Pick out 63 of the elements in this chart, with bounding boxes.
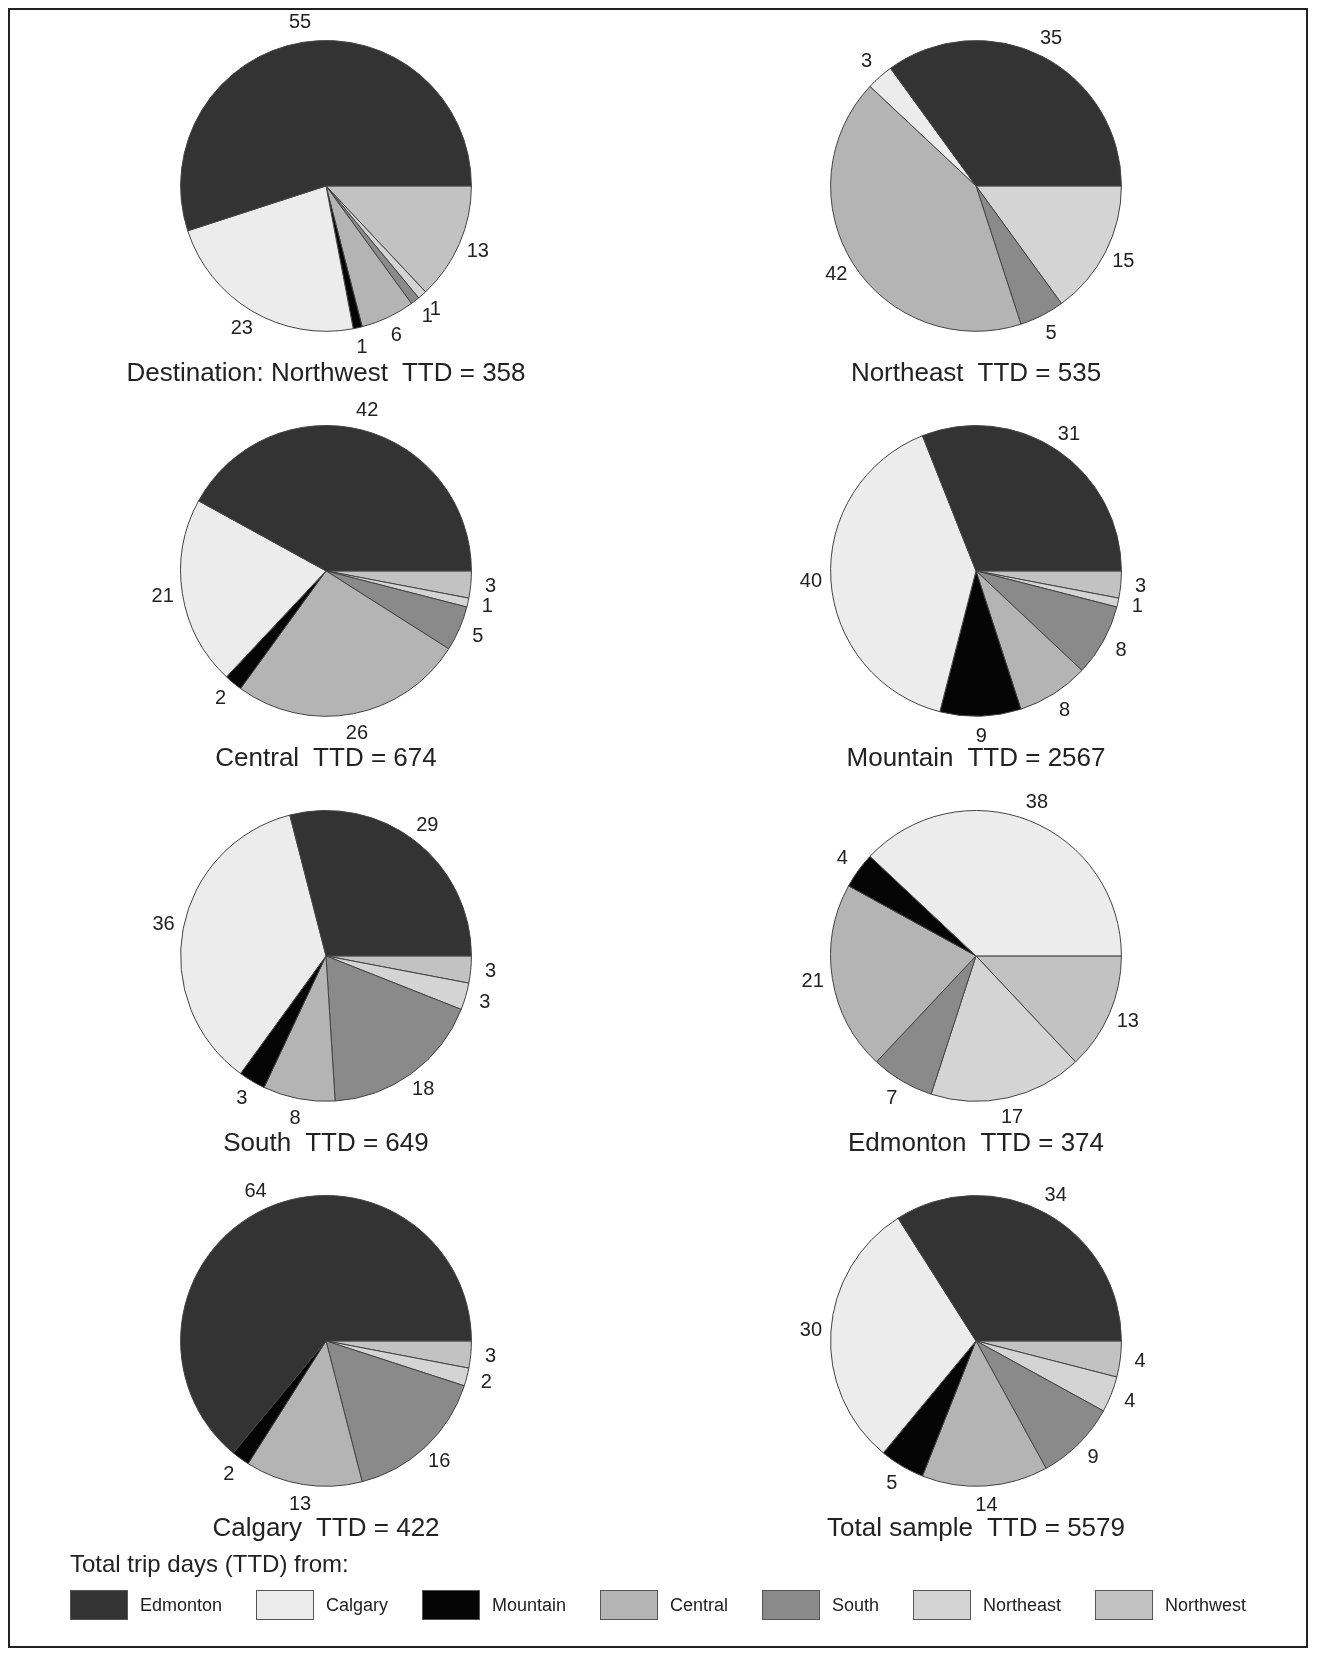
- data-label: 30: [799, 1318, 823, 1341]
- legend-label: Calgary: [326, 1594, 389, 1616]
- data-label: 1: [429, 297, 441, 320]
- data-label: 29: [416, 812, 439, 835]
- legend-title: Total trip days (TTD) from:: [70, 1550, 350, 1578]
- data-label: 13: [289, 1491, 312, 1514]
- data-label: 36: [152, 912, 175, 935]
- data-label: 4: [836, 846, 848, 869]
- data-label: 42: [825, 262, 848, 285]
- data-label: 34: [1044, 1183, 1067, 1206]
- text: South TTD = 649: [223, 1126, 429, 1157]
- data-label: 64: [244, 1178, 267, 1201]
- data-label: 35: [1039, 26, 1063, 49]
- legend-label: Northeast: [982, 1594, 1061, 1616]
- data-label: 4: [1134, 1349, 1146, 1372]
- data-label: 1: [1131, 594, 1143, 617]
- legend-label: Northwest: [1164, 1594, 1246, 1616]
- data-label: 4: [1124, 1389, 1136, 1412]
- data-label: 31: [1057, 421, 1081, 444]
- data-label: 18: [412, 1077, 435, 1100]
- data-label: 26: [345, 720, 369, 743]
- data-label: 3: [485, 573, 497, 596]
- legend-label: Mountain: [491, 1594, 567, 1616]
- data-label: 42: [356, 398, 379, 421]
- data-label: 3: [485, 1343, 497, 1366]
- data-label: 23: [230, 315, 253, 338]
- data-label: 7: [886, 1085, 898, 1108]
- data-label: 8: [1059, 698, 1071, 721]
- data-label: 3: [1135, 573, 1147, 596]
- data-label: 5: [472, 624, 484, 647]
- data-label: 1: [481, 594, 493, 617]
- data-label: 16: [428, 1448, 451, 1471]
- data-label: 1: [356, 334, 368, 357]
- data-label: 55: [289, 10, 312, 33]
- data-label: 15: [1112, 248, 1135, 271]
- data-label: 2: [223, 1462, 235, 1485]
- data-label: 21: [151, 584, 174, 607]
- legend-label: Central: [669, 1594, 728, 1616]
- data-label: 3: [479, 989, 491, 1012]
- text: Calgary TTD = 422: [212, 1511, 440, 1542]
- legend-label: Edmonton: [140, 1594, 223, 1616]
- data-label: 5: [886, 1470, 898, 1493]
- data-label: 40: [799, 568, 823, 591]
- data-label: 3: [485, 958, 497, 981]
- data-label: 3: [236, 1085, 248, 1108]
- text: Destination: Northwest TTD = 358: [126, 356, 526, 387]
- data-label: 21: [801, 969, 824, 992]
- data-label: 38: [1025, 789, 1049, 812]
- data-label: 13: [466, 239, 489, 262]
- text: Northeast TTD = 535: [850, 356, 1102, 387]
- data-label: 2: [480, 1369, 492, 1392]
- data-label: 2: [215, 685, 227, 708]
- data-label: 5: [1045, 320, 1057, 343]
- data-label: 3: [861, 49, 873, 72]
- text: Central TTD = 674: [215, 741, 437, 772]
- text: Edmonton TTD = 374: [847, 1126, 1105, 1157]
- legend-label: South: [831, 1594, 879, 1616]
- data-label: 13: [1116, 1009, 1139, 1032]
- data-label: 8: [1115, 638, 1127, 661]
- data-label: 8: [289, 1105, 301, 1128]
- data-label: 6: [390, 323, 402, 346]
- data-label: 9: [1087, 1445, 1099, 1468]
- data-label: 17: [1000, 1104, 1024, 1127]
